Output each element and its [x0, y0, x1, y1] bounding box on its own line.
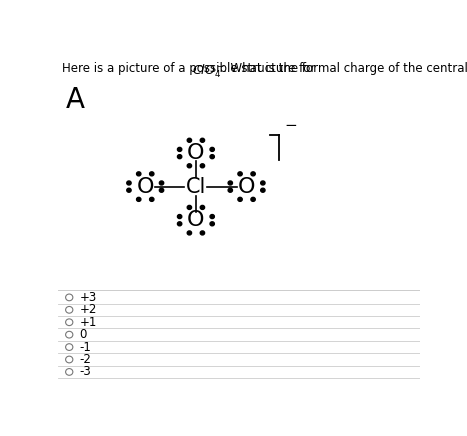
Circle shape — [136, 198, 141, 201]
Circle shape — [177, 222, 182, 226]
Circle shape — [251, 172, 255, 176]
Text: O: O — [187, 210, 205, 230]
Circle shape — [251, 198, 255, 201]
Circle shape — [187, 138, 191, 142]
Text: −: − — [284, 118, 297, 133]
Text: 0: 0 — [79, 328, 87, 341]
Circle shape — [177, 215, 182, 218]
Text: Here is a picture of a possible structure for: Here is a picture of a possible structur… — [62, 62, 319, 75]
Text: O: O — [238, 177, 255, 197]
Circle shape — [238, 172, 242, 176]
Circle shape — [228, 188, 233, 192]
Circle shape — [149, 198, 154, 201]
Circle shape — [159, 188, 164, 192]
Text: . What is the formal charge of the central Cl?: . What is the formal charge of the centr… — [223, 62, 467, 75]
Text: A: A — [65, 86, 85, 114]
Circle shape — [228, 181, 233, 185]
Text: -2: -2 — [79, 353, 91, 366]
Circle shape — [177, 147, 182, 151]
Text: +2: +2 — [79, 303, 97, 316]
Circle shape — [127, 188, 131, 192]
Text: +1: +1 — [79, 316, 97, 329]
Circle shape — [136, 172, 141, 176]
Circle shape — [238, 198, 242, 201]
Circle shape — [159, 181, 164, 185]
Circle shape — [210, 215, 214, 218]
Text: -3: -3 — [79, 365, 91, 378]
Circle shape — [187, 205, 191, 209]
Circle shape — [187, 231, 191, 235]
Text: -1: -1 — [79, 341, 91, 354]
Circle shape — [200, 164, 205, 168]
Circle shape — [210, 147, 214, 151]
Text: O: O — [187, 143, 205, 163]
Circle shape — [149, 172, 154, 176]
Text: +3: +3 — [79, 291, 97, 304]
Circle shape — [200, 138, 205, 142]
Circle shape — [127, 181, 131, 185]
Circle shape — [177, 155, 182, 159]
Text: $\mathit{Cl}\mathit{O}_4^-$: $\mathit{Cl}\mathit{O}_4^-$ — [191, 62, 225, 80]
Circle shape — [200, 231, 205, 235]
Circle shape — [261, 181, 265, 185]
Text: Cl: Cl — [186, 177, 206, 197]
Circle shape — [210, 155, 214, 159]
Circle shape — [210, 222, 214, 226]
Circle shape — [200, 205, 205, 209]
Circle shape — [187, 164, 191, 168]
Circle shape — [261, 188, 265, 192]
Text: O: O — [136, 177, 154, 197]
